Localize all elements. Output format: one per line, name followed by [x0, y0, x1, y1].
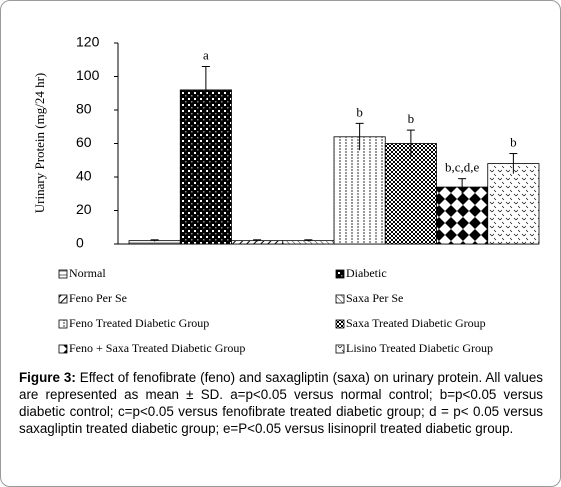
- legend-swatch: [335, 294, 345, 304]
- legend-label: Saxa Treated Diabetic Group: [346, 316, 486, 330]
- legend-label: Lisino Treated Diabetic Group: [346, 341, 493, 355]
- legend-swatch: [58, 294, 68, 304]
- y-tick-label: 120: [76, 34, 100, 50]
- caption-text: Effect of fenofibrate (feno) and saxagli…: [19, 370, 543, 436]
- legend-swatch: [335, 344, 345, 354]
- bar: [333, 136, 386, 245]
- caption-label: Figure 3:: [19, 370, 76, 385]
- legend-swatch: [335, 319, 345, 329]
- legend-label: Feno + Saxa Treated Diabetic Group: [69, 341, 245, 355]
- annotation: b,c,d,e: [445, 160, 480, 175]
- legend-swatch: [58, 269, 68, 279]
- bar: [436, 186, 489, 245]
- y-tick-label: 80: [76, 101, 92, 117]
- bar: [487, 163, 540, 245]
- legend-swatch: [58, 344, 68, 354]
- annotation: b: [408, 111, 415, 126]
- y-axis-label: Urinary Protein (mg/24 hr): [32, 73, 47, 213]
- chart: Urinary Protein (mg/24 hr) 0 20 40 60 80 100 1…: [32, 34, 540, 355]
- y-tick-label: 20: [76, 201, 92, 217]
- legend-swatch: [58, 319, 68, 329]
- annotation: b: [510, 135, 517, 150]
- legend-label: Diabetic: [346, 266, 387, 280]
- y-tick-label: 60: [76, 134, 92, 150]
- annotation: b: [356, 104, 363, 119]
- legend-label: Feno Treated Diabetic Group: [69, 316, 209, 330]
- legend-label: Normal: [69, 266, 106, 280]
- legend-swatch: [335, 269, 345, 279]
- y-tick-label: 40: [76, 168, 92, 184]
- y-tick-label: 100: [76, 67, 100, 83]
- legend-label: Feno Per Se: [69, 291, 127, 305]
- annotation: a: [203, 47, 209, 62]
- bar: [384, 143, 437, 245]
- legend-label: Saxa Per Se: [346, 291, 403, 305]
- caption: Figure 3: Effect of fenofibrate (feno) a…: [19, 369, 543, 437]
- y-tick-label: 0: [76, 235, 84, 251]
- bar: [179, 89, 232, 245]
